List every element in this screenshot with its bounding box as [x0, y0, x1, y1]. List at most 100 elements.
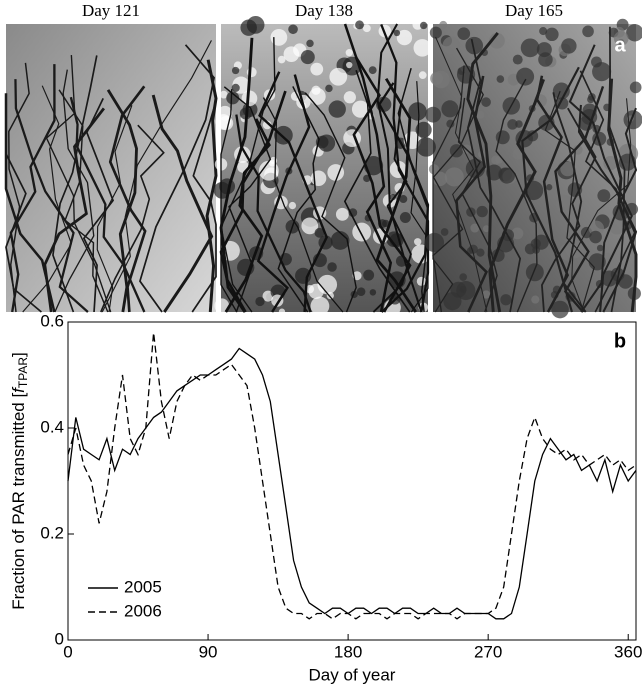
leaf — [329, 67, 348, 86]
branch — [580, 107, 638, 313]
leaf — [258, 160, 279, 181]
panel-label: b — [614, 330, 626, 352]
legend-label: 2006 — [124, 601, 162, 620]
y-label-text: Fraction of PAR transmitted [ — [9, 393, 28, 610]
leaf — [310, 62, 324, 76]
leaf — [457, 27, 471, 41]
leaf — [418, 71, 427, 80]
leaf — [240, 19, 257, 36]
branch — [235, 114, 312, 313]
branch — [607, 26, 626, 313]
leaf — [311, 85, 321, 95]
leaf — [327, 262, 337, 272]
branch — [106, 89, 138, 313]
leaf — [525, 263, 544, 282]
leaf — [470, 223, 480, 233]
y-axis-label: Fraction of PAR transmitted [fTPAR] — [9, 352, 30, 610]
branch — [43, 107, 105, 313]
leaf — [442, 36, 461, 55]
leaf — [255, 296, 265, 307]
branch — [100, 124, 165, 313]
leaf — [389, 193, 397, 201]
leaf — [306, 39, 314, 48]
branch — [466, 32, 502, 313]
leaf — [424, 232, 445, 253]
leaf — [335, 207, 349, 221]
leaf — [596, 244, 604, 252]
leaf — [444, 167, 464, 187]
y-tick-label: 0 — [55, 629, 64, 648]
leaf — [560, 161, 575, 177]
leaf — [516, 67, 535, 86]
branch — [352, 55, 412, 313]
x-tick-label: 0 — [63, 642, 72, 661]
leaf — [393, 29, 401, 37]
leaf — [301, 217, 319, 235]
photo — [6, 24, 216, 312]
leaf — [527, 130, 539, 142]
leaf — [356, 287, 366, 296]
branch — [577, 104, 638, 313]
leaf — [414, 238, 422, 246]
leaf — [538, 52, 553, 67]
leaf — [629, 81, 642, 94]
photo-label: Day 138 — [295, 1, 353, 20]
branch — [4, 93, 56, 313]
leaf — [613, 31, 629, 46]
leaf — [330, 231, 350, 250]
leaf — [399, 195, 408, 203]
leaf — [439, 20, 448, 29]
leaf — [539, 26, 548, 36]
leaf — [382, 219, 390, 228]
branch — [223, 86, 272, 313]
branch — [220, 37, 276, 313]
leaf — [592, 62, 612, 82]
branch — [9, 64, 56, 313]
leaf — [498, 167, 515, 184]
leaf — [278, 308, 286, 315]
branch — [375, 77, 417, 313]
leaf — [597, 189, 611, 203]
leaf — [429, 26, 442, 39]
legend-label: 2005 — [124, 577, 162, 596]
leaf — [511, 227, 524, 240]
leaf — [465, 36, 484, 55]
leaf — [226, 91, 240, 105]
leaf — [343, 91, 356, 104]
leaf — [459, 273, 468, 281]
leaf — [288, 24, 298, 35]
leaf — [589, 230, 602, 244]
leaf — [603, 155, 618, 171]
y-label-symbol: f — [9, 386, 28, 393]
leaf — [416, 137, 436, 157]
branch — [410, 81, 429, 313]
leaf — [626, 24, 642, 42]
branch — [544, 90, 595, 313]
leaf — [214, 298, 230, 314]
leaf — [443, 292, 462, 311]
leaf — [561, 38, 577, 54]
branch — [343, 23, 393, 313]
leaf — [408, 102, 427, 121]
leaf — [476, 248, 485, 257]
x-tick-label: 360 — [614, 642, 642, 661]
leaf — [512, 54, 523, 65]
leaf — [277, 55, 286, 64]
leaf — [352, 222, 372, 242]
branch — [432, 65, 465, 313]
photo-label: Day 165 — [505, 1, 563, 20]
branch — [256, 74, 311, 313]
branch — [205, 59, 218, 313]
y-label-subscript: TPAR — [16, 357, 30, 388]
branch — [54, 69, 95, 313]
leaf — [310, 296, 330, 316]
branch — [571, 98, 632, 313]
leaf — [430, 71, 444, 85]
leaf — [231, 66, 240, 75]
leaf — [219, 90, 228, 99]
branch — [343, 69, 411, 313]
leaf — [500, 294, 512, 306]
branch — [191, 100, 217, 313]
leaf — [440, 228, 449, 236]
